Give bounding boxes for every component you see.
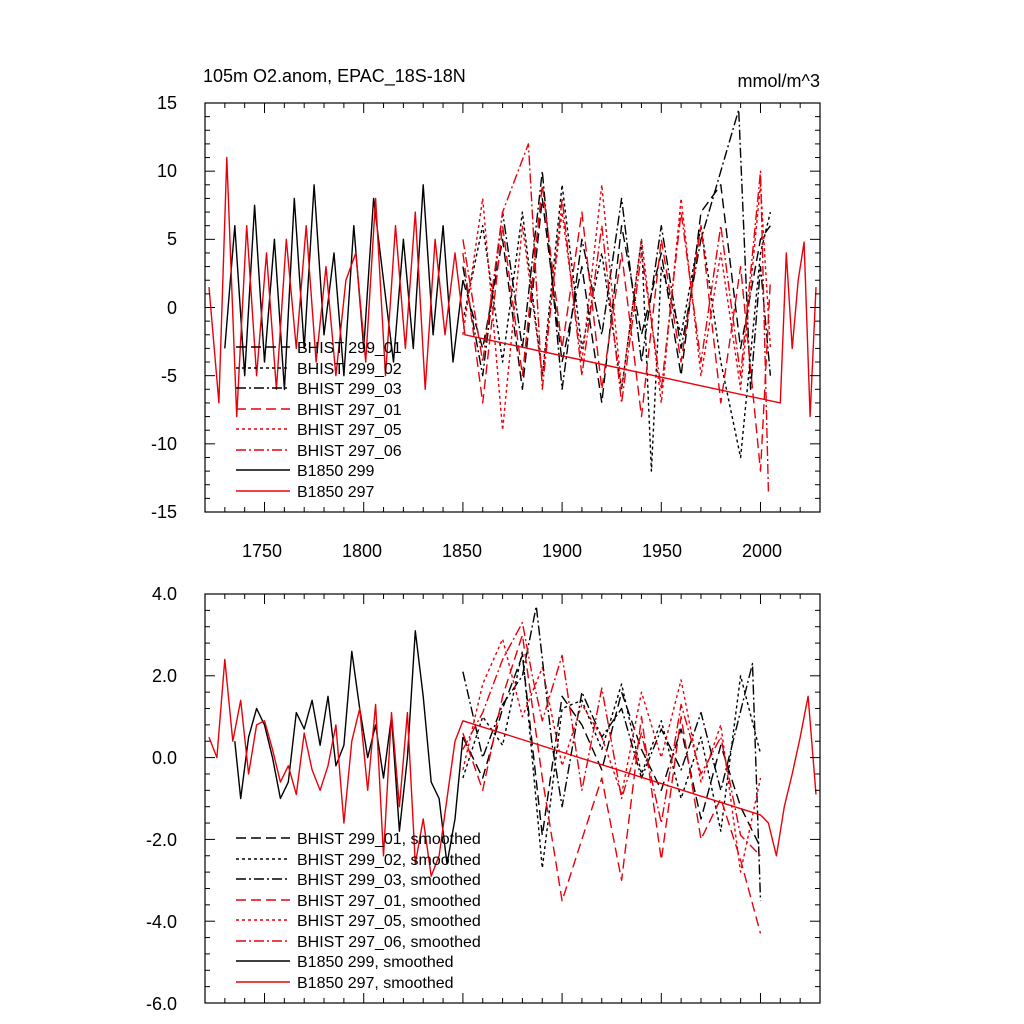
bottom-ytick-label: -4.0 <box>146 912 177 932</box>
top-xtick-label: 1900 <box>542 541 582 561</box>
bottom-legend-label: BHIST 299_03, smoothed <box>297 872 481 889</box>
bottom-series-line <box>208 658 817 877</box>
top-panel: 105m O2.anom, EPAC_18S-18N mmol/m^3 15 1… <box>151 66 821 561</box>
top-series-line <box>462 184 772 472</box>
top-legend: BHIST 299_01 BHIST 299_02 BHIST 299_03 B… <box>236 340 402 501</box>
top-series-line <box>462 143 770 492</box>
top-legend-entry: B1850 297 <box>236 484 375 501</box>
top-ytick-label: 5 <box>167 229 177 249</box>
top-xtick-label: 2000 <box>742 541 782 561</box>
top-xtick-label: 1750 <box>242 541 282 561</box>
top-ytick-label: -10 <box>151 434 177 454</box>
top-xtick-label: 1850 <box>442 541 482 561</box>
top-series-group <box>208 109 817 492</box>
top-ytick-label: -5 <box>161 366 177 386</box>
top-ytick-labels: 15 10 5 0 -5 -10 -15 <box>151 93 177 522</box>
bottom-series-line <box>462 650 762 869</box>
top-legend-label: BHIST 299_01 <box>297 340 402 357</box>
top-legend-label: BHIST 299_02 <box>297 361 402 378</box>
bottom-legend-label: BHIST 299_01, smoothed <box>297 831 481 848</box>
bottom-ytick-label: -2.0 <box>146 830 177 850</box>
top-legend-entry: BHIST 299_02 <box>236 361 402 378</box>
bottom-series-line <box>462 654 762 848</box>
top-legend-label: BHIST 297_01 <box>297 402 402 419</box>
bottom-ytick-label: 2.0 <box>152 666 177 686</box>
top-series-line <box>224 184 464 390</box>
bottom-legend-label: BHIST 299_02, smoothed <box>297 852 481 869</box>
top-axes <box>204 102 821 513</box>
top-units-label: mmol/m^3 <box>738 71 820 91</box>
bottom-ytick-label: -6.0 <box>146 994 177 1014</box>
bottom-legend-entry: B1850 297, smoothed <box>236 975 454 992</box>
bottom-plot-frame <box>204 593 821 1004</box>
top-xtick-label: 1950 <box>642 541 682 561</box>
bottom-legend-entry: BHIST 297_01, smoothed <box>236 893 481 910</box>
top-legend-label: BHIST 297_06 <box>297 443 402 460</box>
bottom-series-line <box>462 638 762 873</box>
top-series-line <box>208 156 817 418</box>
bottom-series-group <box>208 605 817 934</box>
top-ytick-label: -15 <box>151 502 177 522</box>
bottom-series-line <box>462 605 762 901</box>
top-legend-entry: BHIST 297_05 <box>236 422 402 439</box>
bottom-legend-entry: BHIST 299_02, smoothed <box>236 852 481 869</box>
top-legend-label: B1850 297 <box>297 484 375 501</box>
top-series-line <box>462 184 771 404</box>
top-legend-entry: BHIST 299_03 <box>236 381 402 398</box>
bottom-legend-label: B1850 299, smoothed <box>297 954 454 971</box>
bottom-series-line <box>462 621 762 857</box>
bottom-series-line <box>234 630 464 865</box>
top-xtick-label: 1800 <box>342 541 382 561</box>
bottom-legend-entry: B1850 299, smoothed <box>236 954 454 971</box>
bottom-legend: BHIST 299_01, smoothed BHIST 299_02, smo… <box>236 831 481 992</box>
bottom-legend-entry: BHIST 299_01, smoothed <box>236 831 481 848</box>
top-title: 105m O2.anom, EPAC_18S-18N <box>203 66 466 87</box>
bottom-ytick-label: 0.0 <box>152 748 177 768</box>
bottom-series-line <box>462 634 762 934</box>
bottom-legend-entry: BHIST 297_05, smoothed <box>236 913 481 930</box>
bottom-ytick-labels: 4.0 2.0 0.0 -2.0 -4.0 -6.0 <box>146 584 177 1014</box>
bottom-panel: 4.0 2.0 0.0 -2.0 -4.0 -6.0 BHIST 299_01,… <box>146 584 821 1014</box>
bottom-legend-label: BHIST 297_01, smoothed <box>297 893 481 910</box>
top-legend-label: BHIST 299_03 <box>297 381 402 398</box>
top-ytick-label: 10 <box>157 161 177 181</box>
top-legend-label: BHIST 297_05 <box>297 422 402 439</box>
top-legend-entry: BHIST 297_06 <box>236 443 402 460</box>
bottom-legend-label: BHIST 297_05, smoothed <box>297 913 481 930</box>
bottom-legend-entry: BHIST 299_03, smoothed <box>236 872 481 889</box>
top-series-line <box>462 184 772 431</box>
top-xtick-labels: 1750 1800 1850 1900 1950 2000 <box>242 541 782 561</box>
top-legend-entry: BHIST 297_01 <box>236 402 402 419</box>
top-ytick-label: 15 <box>157 93 177 113</box>
top-series-line <box>462 184 772 472</box>
top-legend-entry: B1850 299 <box>236 463 375 480</box>
top-ytick-label: 0 <box>167 298 177 318</box>
top-legend-entry: BHIST 299_01 <box>236 340 402 357</box>
bottom-ytick-label: 4.0 <box>152 584 177 604</box>
bottom-legend-label: BHIST 297_06, smoothed <box>297 934 481 951</box>
top-series-line <box>462 109 772 390</box>
top-legend-label: B1850 299 <box>297 463 375 480</box>
bottom-legend-entry: BHIST 297_06, smoothed <box>236 934 481 951</box>
bottom-legend-label: B1850 297, smoothed <box>297 975 454 992</box>
bottom-axes <box>204 593 821 1004</box>
